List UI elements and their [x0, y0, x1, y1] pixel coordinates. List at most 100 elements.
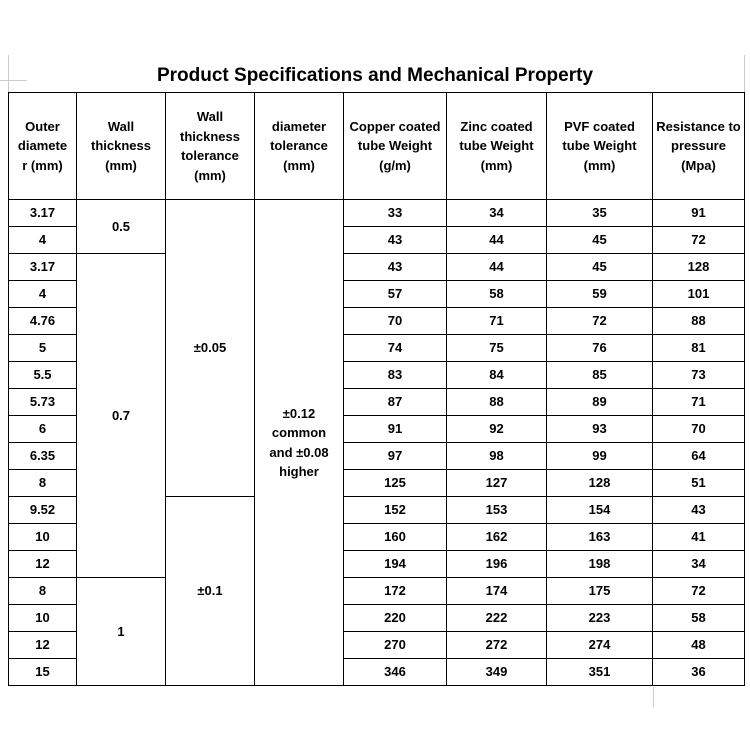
cell-pressure: 72 — [652, 226, 745, 254]
gridline-artifact — [653, 687, 654, 707]
cell-pressure: 128 — [652, 253, 745, 281]
table-row: 12 270 272 274 48 — [8, 631, 745, 659]
cell-pressure: 36 — [652, 658, 745, 686]
table-row: 9.52 ±0.1 152 153 154 43 — [8, 496, 745, 686]
cell-copper-weight: 172 — [343, 577, 447, 605]
cell-pvf-weight: 154 — [546, 496, 653, 524]
table-row: 3.17 0.5 ±0.05 ±0.12 common and ±0.08 hi… — [8, 199, 745, 686]
col-header-zinc-weight: Zinc coated tube Weight (mm) — [446, 92, 547, 200]
table-row: 5.5 83 84 85 73 — [8, 361, 745, 389]
cell-copper-weight: 125 — [343, 469, 447, 497]
cell-outer-diameter: 10 — [8, 523, 77, 551]
cell-copper-weight: 97 — [343, 442, 447, 470]
cell-copper-weight: 43 — [343, 226, 447, 254]
cell-outer-diameter: 3.17 — [8, 199, 77, 227]
cell-outer-diameter: 4 — [8, 226, 77, 254]
cell-copper-weight: 74 — [343, 334, 447, 362]
cell-pressure: 71 — [652, 388, 745, 416]
cell-wall-thickness: 1 — [76, 577, 166, 686]
cell-wall-thickness: 0.5 — [76, 199, 166, 254]
cell-outer-diameter: 6 — [8, 415, 77, 443]
cell-pressure: 41 — [652, 523, 745, 551]
cell-outer-diameter: 3.17 — [8, 253, 77, 281]
cell-zinc-weight: 71 — [446, 307, 547, 335]
cell-pressure: 70 — [652, 415, 745, 443]
cell-outer-diameter: 12 — [8, 550, 77, 578]
cell-pvf-weight: 35 — [546, 199, 653, 227]
cell-pvf-weight: 163 — [546, 523, 653, 551]
cell-pvf-weight: 76 — [546, 334, 653, 362]
cell-diameter-tolerance: ±0.12 common and ±0.08 higher — [254, 199, 344, 686]
cell-zinc-weight: 349 — [446, 658, 547, 686]
cell-pressure: 43 — [652, 496, 745, 524]
cell-zinc-weight: 272 — [446, 631, 547, 659]
cell-zinc-weight: 75 — [446, 334, 547, 362]
cell-zinc-weight: 84 — [446, 361, 547, 389]
cell-pvf-weight: 99 — [546, 442, 653, 470]
cell-copper-weight: 87 — [343, 388, 447, 416]
cell-copper-weight: 346 — [343, 658, 447, 686]
cell-pressure: 58 — [652, 604, 745, 632]
cell-zinc-weight: 174 — [446, 577, 547, 605]
cell-pressure: 88 — [652, 307, 745, 335]
col-header-diameter-tolerance: diameter tolerance (mm) — [254, 92, 344, 200]
cell-outer-diameter: 9.52 — [8, 496, 77, 524]
cell-pvf-weight: 198 — [546, 550, 653, 578]
cell-copper-weight: 91 — [343, 415, 447, 443]
col-header-wall-tolerance: Wall thickness tolerance (mm) — [165, 92, 255, 200]
cell-pressure: 73 — [652, 361, 745, 389]
cell-pvf-weight: 175 — [546, 577, 653, 605]
page-title: Product Specifications and Mechanical Pr… — [156, 65, 594, 86]
cell-copper-weight: 43 — [343, 253, 447, 281]
cell-pvf-weight: 45 — [546, 226, 653, 254]
cell-zinc-weight: 88 — [446, 388, 547, 416]
cell-outer-diameter: 5 — [8, 334, 77, 362]
cell-pressure: 48 — [652, 631, 745, 659]
cell-pressure: 34 — [652, 550, 745, 578]
col-header-pvf-weight: PVF coated tube Weight (mm) — [546, 92, 653, 200]
cell-pvf-weight: 223 — [546, 604, 653, 632]
cell-wall-tolerance: ±0.05 — [165, 199, 255, 497]
cell-pvf-weight: 93 — [546, 415, 653, 443]
table-row: 12 194 196 198 34 — [8, 550, 745, 578]
cell-outer-diameter: 12 — [8, 631, 77, 659]
cell-zinc-weight: 98 — [446, 442, 547, 470]
cell-pvf-weight: 59 — [546, 280, 653, 308]
cell-zinc-weight: 44 — [446, 253, 547, 281]
cell-zinc-weight: 58 — [446, 280, 547, 308]
table-row: 5 74 75 76 81 — [8, 334, 745, 362]
cell-zinc-weight: 44 — [446, 226, 547, 254]
cell-pvf-weight: 85 — [546, 361, 653, 389]
cell-zinc-weight: 127 — [446, 469, 547, 497]
cell-zinc-weight: 92 — [446, 415, 547, 443]
cell-outer-diameter: 4.76 — [8, 307, 77, 335]
spec-table: Outer diamete r (mm) Wall thickness (mm)… — [8, 92, 745, 686]
cell-copper-weight: 160 — [343, 523, 447, 551]
gridline-artifact — [0, 80, 27, 81]
cell-outer-diameter: 4 — [8, 280, 77, 308]
cell-outer-diameter: 8 — [8, 469, 77, 497]
cell-zinc-weight: 34 — [446, 199, 547, 227]
col-header-outer-diameter: Outer diamete r (mm) — [8, 92, 77, 200]
cell-zinc-weight: 162 — [446, 523, 547, 551]
header-row: Outer diamete r (mm) Wall thickness (mm)… — [8, 92, 745, 200]
cell-outer-diameter: 5.73 — [8, 388, 77, 416]
cell-outer-diameter: 6.35 — [8, 442, 77, 470]
cell-outer-diameter: 8 — [8, 577, 77, 605]
cell-copper-weight: 270 — [343, 631, 447, 659]
cell-pressure: 64 — [652, 442, 745, 470]
cell-wall-tolerance: ±0.1 — [165, 496, 255, 686]
table-row: 8 1 172 174 175 72 — [8, 577, 745, 686]
cell-copper-weight: 33 — [343, 199, 447, 227]
cell-pressure: 101 — [652, 280, 745, 308]
cell-copper-weight: 220 — [343, 604, 447, 632]
cell-copper-weight: 152 — [343, 496, 447, 524]
cell-copper-weight: 83 — [343, 361, 447, 389]
cell-pressure: 72 — [652, 577, 745, 605]
cell-zinc-weight: 196 — [446, 550, 547, 578]
cell-copper-weight: 70 — [343, 307, 447, 335]
table-row: 5.73 87 88 89 71 — [8, 388, 745, 416]
table-row: 10 220 222 223 58 — [8, 604, 745, 632]
table-row: 3.17 0.7 43 44 45 128 — [8, 253, 745, 578]
